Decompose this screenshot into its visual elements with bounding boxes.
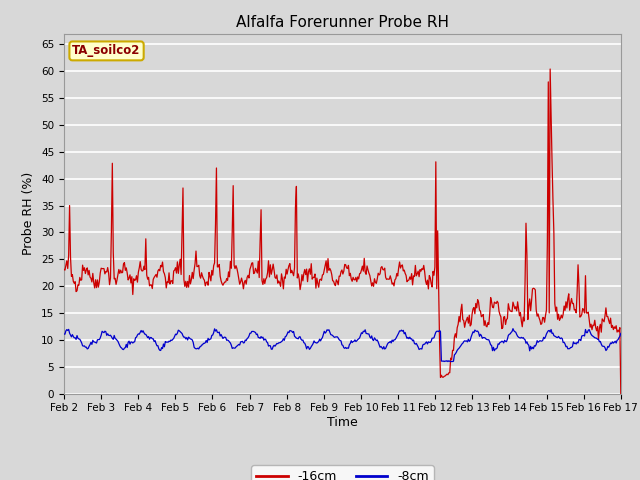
- Title: Alfalfa Forerunner Probe RH: Alfalfa Forerunner Probe RH: [236, 15, 449, 30]
- Y-axis label: Probe RH (%): Probe RH (%): [22, 172, 35, 255]
- Legend: -16cm, -8cm: -16cm, -8cm: [252, 465, 433, 480]
- X-axis label: Time: Time: [327, 416, 358, 429]
- Text: TA_soilco2: TA_soilco2: [72, 44, 141, 58]
